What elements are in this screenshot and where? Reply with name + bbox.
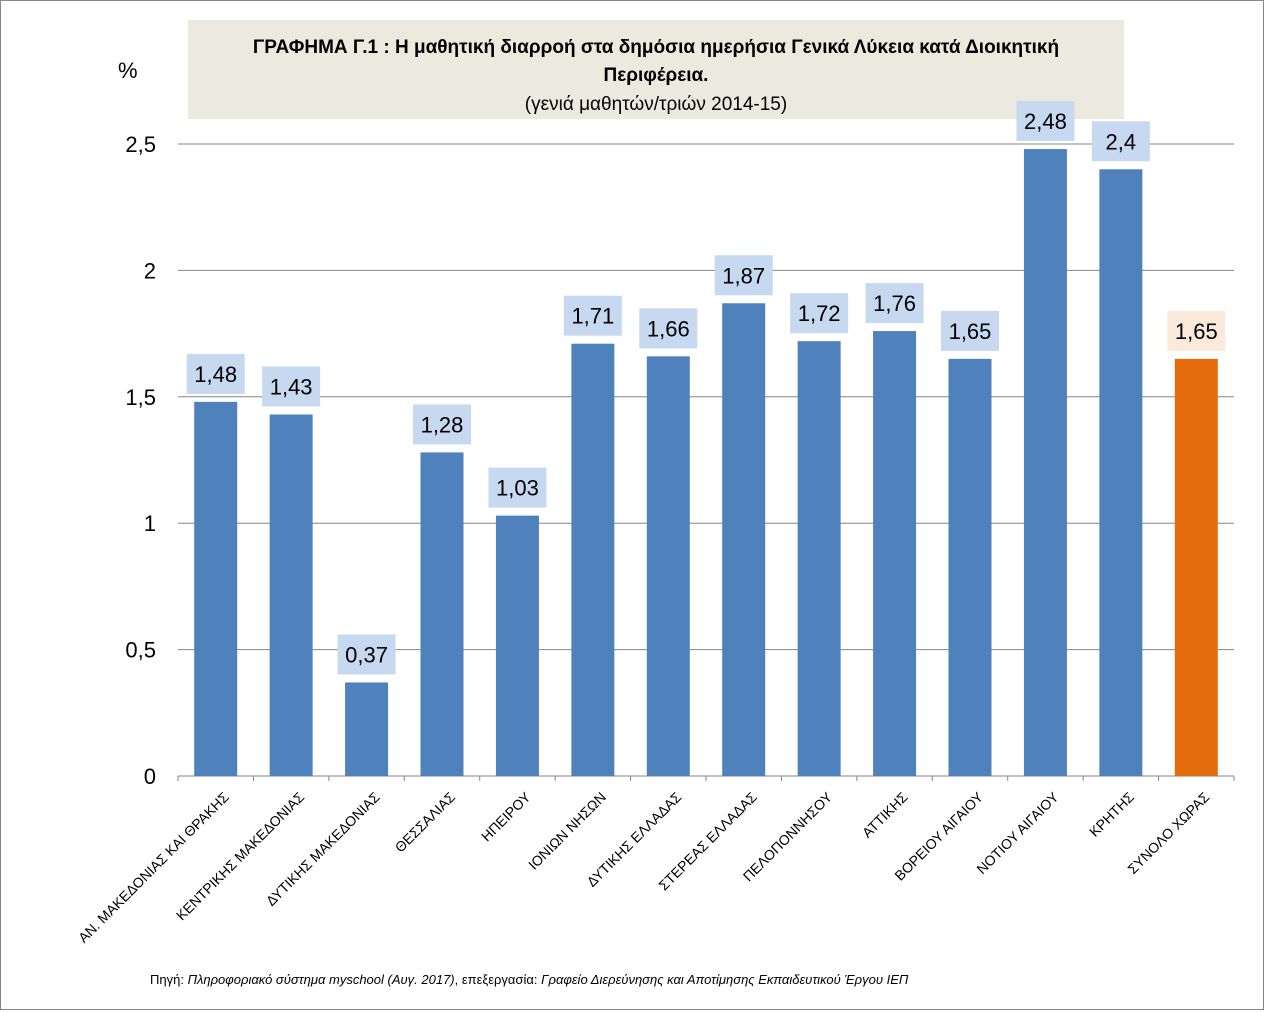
- source-prefix: Πηγή:: [150, 972, 188, 987]
- data-label-bg: [488, 467, 547, 508]
- y-tick-label: 1: [144, 511, 156, 536]
- bar: [194, 401, 238, 776]
- data-label-bg: [941, 310, 999, 351]
- bar: [1023, 149, 1067, 776]
- chart-title-box: ΓΡΑΦΗΜΑ Γ.1 : Η μαθητική διαρροή στα δημ…: [188, 20, 1124, 119]
- chart-title-line-1: ΓΡΑΦΗΜΑ Γ.1 : Η μαθητική διαρροή στα δημ…: [252, 37, 1060, 58]
- data-label: 2,48: [1024, 109, 1067, 134]
- x-category-label: ΝΟΤΙΟΥ ΑΙΓΑΙΟΥ: [973, 788, 1062, 877]
- x-category-label: ΚΡΗΤΗΣ: [1086, 789, 1137, 840]
- bar: [571, 343, 615, 776]
- bar: [797, 341, 841, 776]
- bar: [269, 414, 313, 776]
- data-label-bg: [1016, 101, 1075, 142]
- y-tick-label: 0: [144, 764, 156, 789]
- bar: [646, 356, 690, 776]
- source-office: Γραφείο Διερεύνησης και Αποτίμησης Εκπαι…: [541, 972, 909, 987]
- data-label: 0,37: [345, 642, 388, 667]
- x-category-label: ΑΝ. ΜΑΚΕΔΟΝΙΑΣ ΚΑΙ ΘΡΑΚΗΣ: [75, 789, 232, 946]
- data-label: 1,76: [873, 291, 916, 316]
- data-label: 1,72: [798, 301, 841, 326]
- y-tick-label: 2: [144, 258, 156, 283]
- data-label-bg: [186, 353, 245, 394]
- data-label: 1,65: [1175, 319, 1218, 344]
- x-category-label: ΚΕΝΤΡΙΚΗΣ ΜΑΚΕΔΟΝΙΑΣ: [173, 789, 308, 924]
- data-label-bg: [563, 295, 622, 336]
- data-label: 1,66: [647, 316, 690, 341]
- bar: [948, 358, 992, 776]
- x-category-label: ΘΕΣΣΑΛΙΑΣ: [392, 789, 459, 856]
- y-axis-unit-label: %: [118, 58, 138, 83]
- y-tick-label: 1,5: [125, 385, 156, 410]
- data-label: 1,71: [571, 304, 614, 329]
- y-tick-label: 2,5: [125, 132, 156, 157]
- x-category-label: ΗΠΕΙΡΟΥ: [478, 788, 534, 844]
- data-label-bg: [1167, 310, 1226, 351]
- bar: [873, 331, 917, 776]
- bar: [722, 303, 766, 776]
- x-category-label: ΙΟΝΙΩΝ ΝΗΣΩΝ: [525, 789, 609, 873]
- x-category-label: ΣΥΝΟΛΟ ΧΩΡΑΣ: [1124, 789, 1212, 877]
- data-label-bg: [639, 308, 698, 349]
- chart-subtitle: (γενιά μαθητών/τριών 2014-15): [524, 94, 788, 115]
- x-category-label: ΑΤΤΙΚΗΣ: [859, 789, 911, 841]
- data-label-bg: [1091, 121, 1150, 162]
- data-label-bg: [865, 283, 924, 324]
- bar: [495, 515, 539, 776]
- bar: [420, 452, 464, 776]
- data-label-bg: [262, 366, 321, 407]
- source-system: Πληροφοριακό σύστημα myschool (Αυγ. 2017…: [187, 972, 455, 987]
- source-note: Πηγή: Πληροφοριακό σύστημα myschool (Αυγ…: [150, 972, 1250, 987]
- bar: [345, 682, 389, 776]
- data-label: 2,4: [1106, 129, 1137, 154]
- bar: [1099, 169, 1143, 776]
- data-label: 1,65: [949, 319, 992, 344]
- chart-title-line-2: Περιφέρεια.: [603, 65, 709, 86]
- source-middle: , επεξεργασία:: [454, 972, 542, 987]
- data-label: 1,43: [270, 374, 313, 399]
- data-label: 1,03: [496, 476, 539, 501]
- data-label: 1,87: [722, 263, 765, 288]
- data-label-bg: [714, 255, 773, 296]
- data-label-bg: [413, 404, 471, 445]
- data-label-bg: [337, 634, 396, 675]
- y-tick-label: 0,5: [125, 638, 156, 663]
- data-label: 1,48: [194, 362, 237, 387]
- data-label-bg: [790, 293, 849, 334]
- bar: [1174, 358, 1218, 776]
- data-label: 1,28: [421, 412, 464, 437]
